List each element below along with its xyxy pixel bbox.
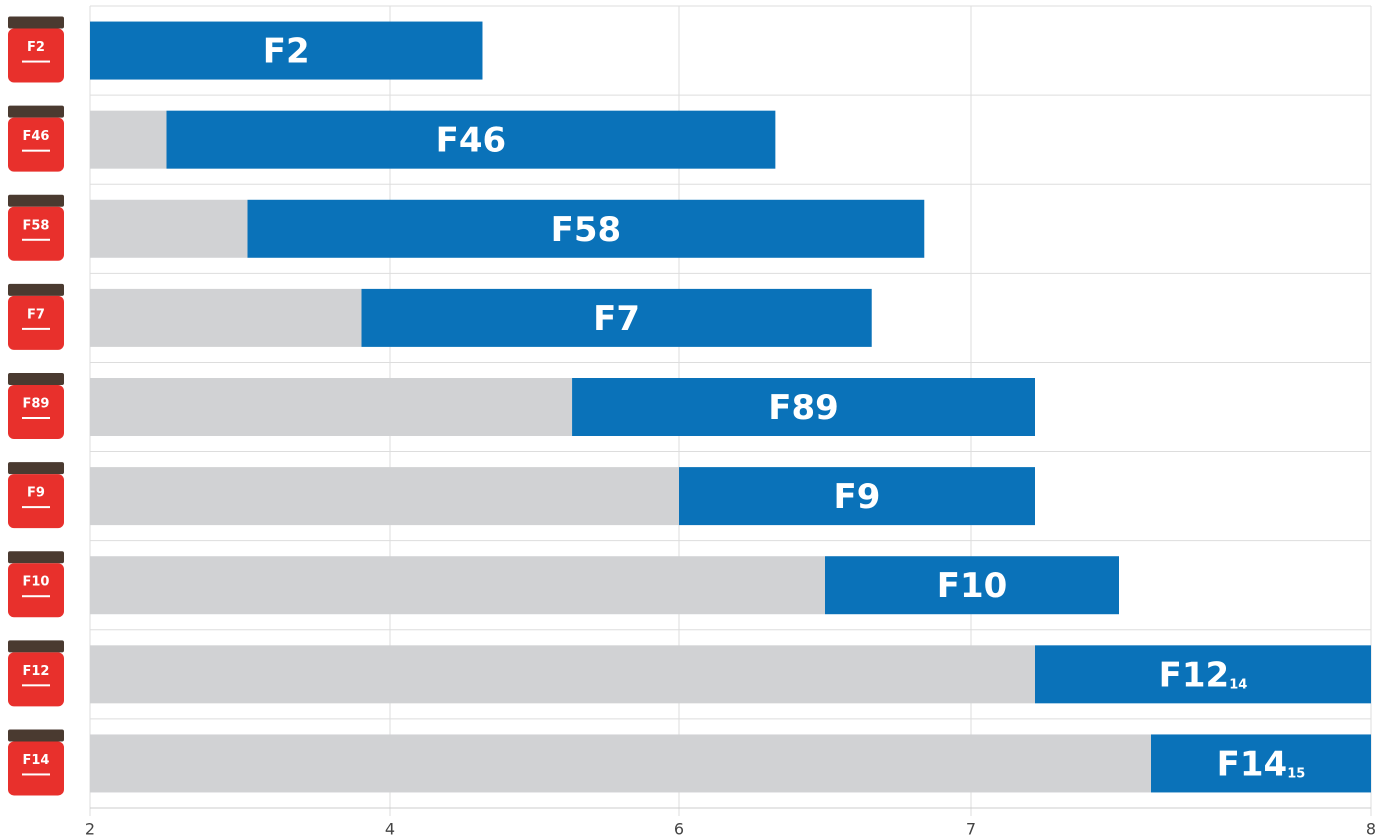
chart: 2 4 6 7 8 F2 F2 F46 F46 F58 F58 F7 F7 F89 F89 F9 F9 F10 F1… [0, 0, 1384, 839]
bar-label-text: F2 [263, 31, 310, 71]
jar-lid [8, 106, 64, 118]
jar-label: F12 [23, 664, 50, 679]
jar-icon: F89 [8, 373, 64, 439]
jar-label: F89 [23, 397, 50, 412]
x-tick-label: 2 [85, 820, 95, 839]
jar-body [8, 118, 64, 172]
jar-stripe [22, 417, 50, 419]
track [90, 111, 167, 169]
jar-lid [8, 284, 64, 296]
bar-label-subscript: 15 [1287, 766, 1305, 781]
bar-label: F2 [263, 31, 310, 71]
track [90, 645, 1035, 703]
bar-label: F89 [768, 388, 839, 428]
jar-lid [8, 462, 64, 474]
jar-stripe [22, 506, 50, 508]
jar-stripe [22, 239, 50, 241]
jar-label: F46 [23, 129, 50, 144]
jar-body [8, 652, 64, 706]
jar-lid [8, 17, 64, 29]
bar-label: F9 [834, 477, 881, 517]
bar-label: F46 [436, 120, 507, 160]
jar-body [8, 207, 64, 261]
bar-label-text: F58 [551, 209, 622, 249]
jar-lid [8, 551, 64, 563]
bar-label-subscript: 14 [1229, 677, 1247, 692]
jar-body [8, 474, 64, 528]
jar-label: F58 [23, 218, 50, 233]
x-tick-label: 6 [674, 820, 684, 839]
track [90, 289, 362, 347]
x-tick-label: 7 [966, 820, 976, 839]
track [90, 378, 572, 436]
track [90, 467, 679, 525]
bar-label: F58 [551, 209, 622, 249]
jar-stripe [22, 328, 50, 330]
x-tick-label: 4 [385, 820, 395, 839]
jar-icon: F58 [8, 195, 64, 261]
jar-label: F10 [23, 575, 50, 590]
jar-stripe [22, 773, 50, 775]
jar-lid [8, 373, 64, 385]
jar-icon: F10 [8, 551, 64, 617]
jar-body [8, 29, 64, 83]
track [90, 556, 825, 614]
jar-label: F2 [27, 40, 45, 55]
jar-stripe [22, 150, 50, 152]
track [90, 734, 1151, 792]
jar-lid [8, 195, 64, 207]
jar-stripe [22, 61, 50, 63]
jar-icon: F2 [8, 17, 64, 83]
jar-label: F7 [27, 307, 45, 322]
jar-icon: F14 [8, 729, 64, 795]
jar-lid [8, 729, 64, 741]
jar-stripe [22, 595, 50, 597]
jar-body [8, 385, 64, 439]
bar-label-text: F9 [834, 477, 881, 517]
bar-label-text: F7 [593, 298, 640, 338]
jar-icon: F9 [8, 462, 64, 528]
jar-icon: F7 [8, 284, 64, 350]
x-tick-label: 8 [1366, 820, 1376, 839]
track [90, 200, 248, 258]
bar-label-text: F14 [1217, 744, 1288, 784]
bar-label-text: F89 [768, 388, 839, 428]
jar-lid [8, 640, 64, 652]
jar-body [8, 296, 64, 350]
jar-body [8, 741, 64, 795]
jar-label: F14 [23, 753, 50, 768]
jar-icon: F12 [8, 640, 64, 706]
bar-label-text: F12 [1159, 655, 1230, 695]
bar-label: F7 [593, 298, 640, 338]
bar-label: F10 [937, 566, 1008, 606]
bar-label-text: F10 [937, 566, 1008, 606]
bar-label-text: F46 [436, 120, 507, 160]
jar-label: F9 [27, 486, 45, 501]
jar-body [8, 563, 64, 617]
jar-icon: F46 [8, 106, 64, 172]
jar-stripe [22, 684, 50, 686]
